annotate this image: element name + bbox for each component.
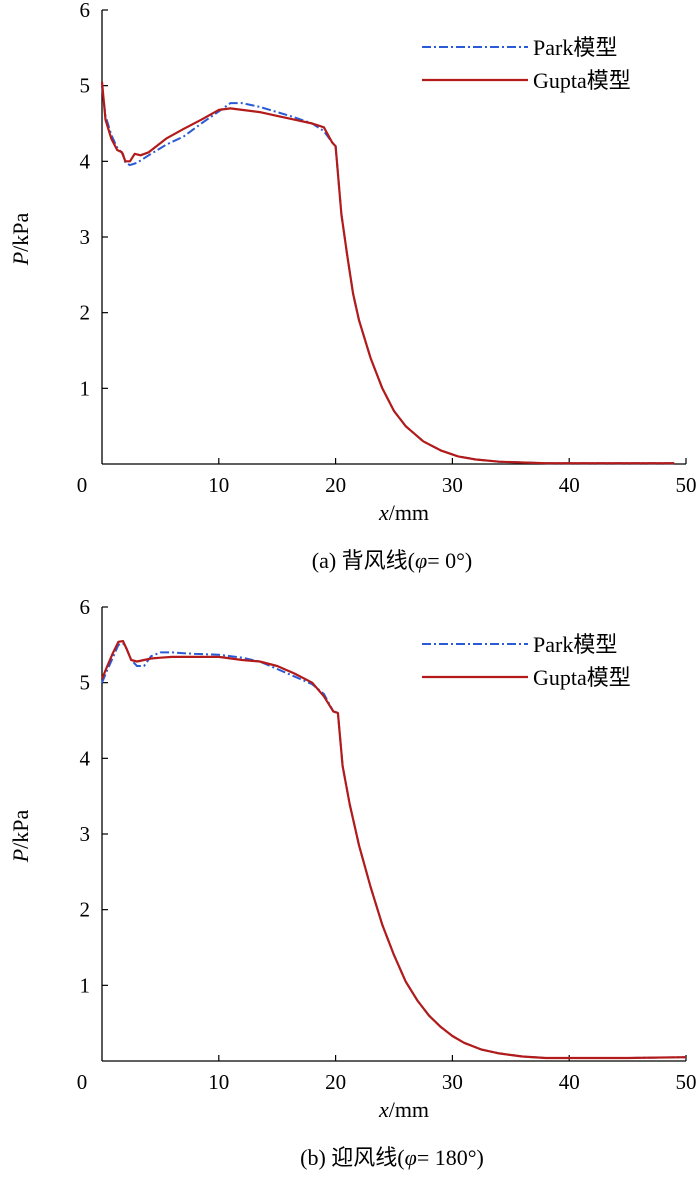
chart-b-y-tick-label: 5 xyxy=(80,671,91,695)
chart-a-y-tick-label: 4 xyxy=(80,149,91,173)
chart-b-y-tick-label: 1 xyxy=(80,973,91,997)
chart-a-y-axis-var: P xyxy=(8,252,33,266)
chart-b-x-tick-label: 0 xyxy=(77,1070,88,1094)
chart-a-x-tick-label: 0 xyxy=(77,473,88,497)
chart-b-legend-label-gupta: Gupta模型 xyxy=(533,665,631,690)
chart-a-y-tick-label: 3 xyxy=(80,225,91,249)
chart-b-caption-part2: = 180°) xyxy=(417,1145,484,1170)
chart-b-x-axis-unit: /mm xyxy=(389,1097,429,1122)
chart-b-y-tick-label: 6 xyxy=(80,597,91,619)
chart-b-y-tick-label: 4 xyxy=(80,746,91,770)
chart-a-x-axis-title: x/mm xyxy=(378,500,429,525)
chart-panel-a: 1 2 3 4 5 6 0 10 20 30 40 50 x/mm P/kPa Park模型 Gupta模型 (… xyxy=(8,0,697,573)
chart-b-legend-label-park: Park模型 xyxy=(533,632,617,657)
chart-a-caption-part1: (a) 背风线( xyxy=(312,548,415,573)
chart-a-legend-label-park: Park模型 xyxy=(533,35,617,60)
chart-b-x-axis-var: x xyxy=(378,1097,389,1122)
chart-a-caption-part2: = 0°) xyxy=(427,548,472,573)
chart-a-y-axis-title: P/kPa xyxy=(8,212,33,266)
chart-a-x-axis-unit: /mm xyxy=(389,500,429,525)
chart-b-series-park-line xyxy=(101,642,687,1059)
chart-b-y-axis-unit: /kPa xyxy=(8,809,33,848)
chart-b-y-tick-label: 2 xyxy=(80,898,91,922)
chart-b-x-tick-label: 10 xyxy=(208,1070,229,1094)
chart-a-legend-label-gupta: Gupta模型 xyxy=(533,68,631,93)
chart-a-y-tick-label: 2 xyxy=(80,301,91,325)
chart-a-caption: (a) 背风线(φ= 0°) xyxy=(312,548,472,573)
chart-a-x-tick-label: 50 xyxy=(676,473,697,497)
chart-b-x-axis-title: x/mm xyxy=(378,1097,429,1122)
chart-b-series-gupta-line xyxy=(100,640,687,1060)
chart-b-y-axis-title: P/kPa xyxy=(8,809,33,863)
chart-panel-b: 1 2 3 4 5 6 0 10 20 30 40 50 x/mm P/kPa Park模型 Gupta模型 (… xyxy=(8,597,697,1170)
chart-b-y-tick-label: 3 xyxy=(80,822,91,846)
chart-b-x-tick-label: 30 xyxy=(442,1070,463,1094)
chart-a-x-axis-var: x xyxy=(378,500,389,525)
chart-b-x-tick-label: 50 xyxy=(676,1070,697,1094)
chart-b-caption: (b) 迎风线(φ= 180°) xyxy=(300,1145,484,1170)
chart-b-x-tick-label: 40 xyxy=(559,1070,580,1094)
chart-a-series-gupta-line xyxy=(100,81,675,465)
chart-b-x-tick-label: 20 xyxy=(325,1070,346,1094)
chart-a-y-tick-label: 1 xyxy=(80,376,91,400)
chart-a-x-tick-label: 30 xyxy=(442,473,463,497)
chart-a-y-tick-label: 5 xyxy=(80,74,91,98)
chart-a-x-tick-label: 40 xyxy=(559,473,580,497)
chart-b-y-axis-var: P xyxy=(8,849,33,863)
chart-b-caption-phi: φ xyxy=(405,1145,417,1170)
chart-b-caption-part1: (b) 迎风线( xyxy=(300,1145,404,1170)
chart-a-y-axis-unit: /kPa xyxy=(8,212,33,251)
chart-a-series-park-line xyxy=(101,85,675,465)
chart-a-y-tick-label: 6 xyxy=(80,0,91,22)
chart-a-x-tick-label: 10 xyxy=(208,473,229,497)
chart-a-x-tick-label: 20 xyxy=(325,473,346,497)
chart-a-caption-phi: φ xyxy=(415,548,427,573)
